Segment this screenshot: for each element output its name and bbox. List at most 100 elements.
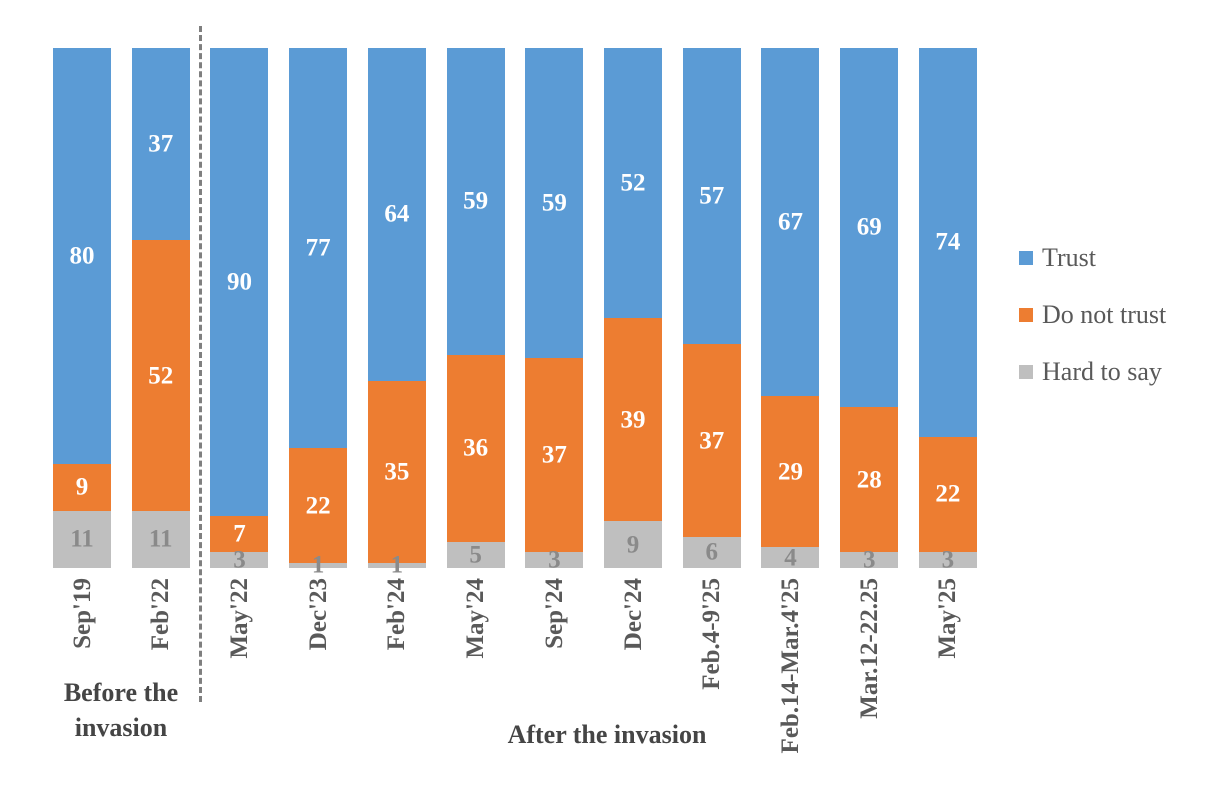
legend-item-hard-to-say: Hard to say xyxy=(1019,357,1166,387)
value-label-trust-dec-23: 77 xyxy=(305,234,331,262)
bar-mar-12-22-25: 69 28 3 xyxy=(840,48,899,573)
x-label-may-24: May'24 xyxy=(462,578,490,659)
segment-do-not-trust-may-24: 36 xyxy=(446,354,505,542)
value-label-trust-feb-4-9-25: 57 xyxy=(699,182,725,210)
segment-do-not-trust-dec-24: 39 xyxy=(604,318,663,522)
x-label-col-sep-24: Sep'24 xyxy=(525,578,583,808)
x-label-feb-4-9-25: Feb.4-9'25 xyxy=(698,578,726,690)
segment-hard-to-say-feb-22: 11 xyxy=(131,510,190,569)
x-label-feb-24: Feb'24 xyxy=(383,578,411,651)
segment-do-not-trust-feb-4-9-25: 37 xyxy=(682,344,741,537)
x-label-col-dec-24: Dec'24 xyxy=(604,578,662,808)
segment-hard-to-say-may-24: 5 xyxy=(446,542,505,568)
value-label-hard-to-say-sep-24: 3 xyxy=(548,546,561,574)
x-label-sep-24: Sep'24 xyxy=(540,578,568,649)
segment-hard-to-say-sep-19: 11 xyxy=(53,510,111,568)
bar-feb-14-mar-4-25: 67 29 4 xyxy=(761,48,820,572)
segment-do-not-trust-sep-24: 37 xyxy=(525,357,584,553)
value-label-do-not-trust-may-24: 36 xyxy=(463,434,489,462)
segment-hard-to-say-may-25: 3 xyxy=(918,548,977,573)
segment-trust-sep-19: 80 xyxy=(53,48,111,464)
bar-may-25: 74 22 3 xyxy=(918,48,977,573)
legend-swatch-icon-do-not-trust xyxy=(1019,308,1033,322)
value-label-trust-sep-19: 80 xyxy=(69,242,95,270)
value-label-hard-to-say-may-22: 3 xyxy=(233,546,246,574)
segment-do-not-trust-sep-19: 9 xyxy=(53,464,111,511)
x-label-col-may-22: May'22 xyxy=(210,578,268,808)
bar-sep-19: 80 9 11 xyxy=(53,48,111,568)
segment-trust-may-25: 74 xyxy=(918,48,977,437)
segment-trust-may-24: 59 xyxy=(446,48,505,355)
x-label-col-mar-12-22-25: Mar.12-22.25 xyxy=(840,578,898,808)
segment-do-not-trust-mar-12-22-25: 28 xyxy=(840,406,899,553)
segment-hard-to-say-may-22: 3 xyxy=(210,548,269,573)
group-label-before-line2: invasion xyxy=(74,713,168,742)
x-label-feb-22: Feb'22 xyxy=(147,578,175,651)
legend-swatch-icon-hard-to-say xyxy=(1019,365,1033,379)
bar-sep-24: 59 37 3 xyxy=(525,48,584,573)
value-label-do-not-trust-sep-24: 37 xyxy=(541,441,567,469)
segment-trust-dec-23: 77 xyxy=(289,48,348,449)
value-label-hard-to-say-feb-22: 11 xyxy=(148,525,173,553)
value-label-do-not-trust-mar-12-22-25: 28 xyxy=(856,466,882,494)
x-label-sep-19: Sep'19 xyxy=(68,578,96,649)
value-label-do-not-trust-sep-19: 9 xyxy=(75,473,89,501)
segment-hard-to-say-dec-24: 9 xyxy=(604,521,663,568)
value-label-do-not-trust-dec-24: 39 xyxy=(620,406,646,434)
value-label-do-not-trust-feb-22: 52 xyxy=(148,362,174,390)
value-label-hard-to-say-sep-19: 11 xyxy=(70,525,94,553)
x-label-may-25: May'25 xyxy=(934,578,962,659)
segment-do-not-trust-may-25: 22 xyxy=(918,436,977,553)
legend-label-trust: Trust xyxy=(1042,243,1096,272)
segment-hard-to-say-sep-24: 3 xyxy=(525,548,584,573)
segment-trust-mar-12-22-25: 69 xyxy=(840,48,899,407)
legend-item-trust: Trust xyxy=(1019,243,1166,273)
value-label-trust-sep-24: 59 xyxy=(541,189,567,217)
segment-trust-feb-14-mar-4-25: 67 xyxy=(761,48,820,397)
value-label-hard-to-say-feb-14-mar-4-25: 4 xyxy=(784,544,797,572)
value-label-trust-feb-24: 64 xyxy=(384,200,410,228)
x-label-col-feb-24: Feb'24 xyxy=(368,578,426,808)
plot-area: 80 9 11 37 52 11 90 7 3 77 22 1 64 35 1 59 36 5 59 37 3 52 39 9… xyxy=(53,48,977,578)
bar-feb-22: 37 52 11 xyxy=(131,48,190,569)
x-label-col-dec-23: Dec'23 xyxy=(289,578,347,808)
segment-do-not-trust-feb-24: 35 xyxy=(367,380,426,563)
group-label-after-invasion: After the invasion xyxy=(507,720,707,749)
bar-dec-24: 52 39 9 xyxy=(604,48,663,568)
value-label-hard-to-say-feb-4-9-25: 6 xyxy=(705,538,719,566)
value-label-trust-may-24: 59 xyxy=(463,187,489,215)
segment-hard-to-say-feb-4-9-25: 6 xyxy=(682,536,741,569)
value-label-hard-to-say-dec-24: 9 xyxy=(626,531,640,559)
value-label-trust-dec-24: 52 xyxy=(620,169,646,197)
x-label-col-may-24: May'24 xyxy=(447,578,505,808)
x-label-col-may-25: May'25 xyxy=(919,578,977,808)
group-label-before-line1: Before the xyxy=(63,678,179,707)
value-label-hard-to-say-may-25: 3 xyxy=(941,546,955,574)
legend-label-do-not-trust: Do not trust xyxy=(1042,300,1167,329)
legend-label-hard-to-say: Hard to say xyxy=(1042,357,1162,386)
bar-may-24: 59 36 5 xyxy=(446,48,505,568)
segment-hard-to-say-dec-23: 1 xyxy=(289,553,348,578)
value-label-trust-may-25: 74 xyxy=(935,228,961,256)
value-label-trust-mar-12-22-25: 69 xyxy=(856,213,882,241)
value-label-do-not-trust-may-22: 7 xyxy=(233,520,246,548)
x-label-may-22: May'22 xyxy=(225,578,253,659)
x-label-dec-23: Dec'23 xyxy=(304,578,332,651)
x-label-mar-12-22-25: Mar.12-22.25 xyxy=(855,578,883,719)
segment-do-not-trust-may-22: 7 xyxy=(210,516,269,553)
segment-do-not-trust-feb-14-mar-4-25: 29 xyxy=(761,396,820,548)
segment-hard-to-say-feb-24: 1 xyxy=(367,553,426,578)
segment-hard-to-say-feb-14-mar-4-25: 4 xyxy=(761,544,820,572)
segment-trust-feb-24: 64 xyxy=(367,48,426,381)
legend-item-do-not-trust: Do not trust xyxy=(1019,300,1166,330)
value-label-trust-may-22: 90 xyxy=(226,268,252,296)
segment-trust-feb-22: 37 xyxy=(131,48,190,241)
value-label-do-not-trust-feb-4-9-25: 37 xyxy=(699,427,725,455)
value-label-do-not-trust-feb-24: 35 xyxy=(384,458,410,486)
segment-trust-feb-4-9-25: 57 xyxy=(682,48,741,345)
legend-swatch-icon-trust xyxy=(1019,251,1033,265)
value-label-trust-feb-22: 37 xyxy=(148,130,174,158)
x-label-col-feb-4-9-25: Feb.4-9'25 xyxy=(683,578,741,808)
segment-trust-may-22: 90 xyxy=(210,48,269,516)
